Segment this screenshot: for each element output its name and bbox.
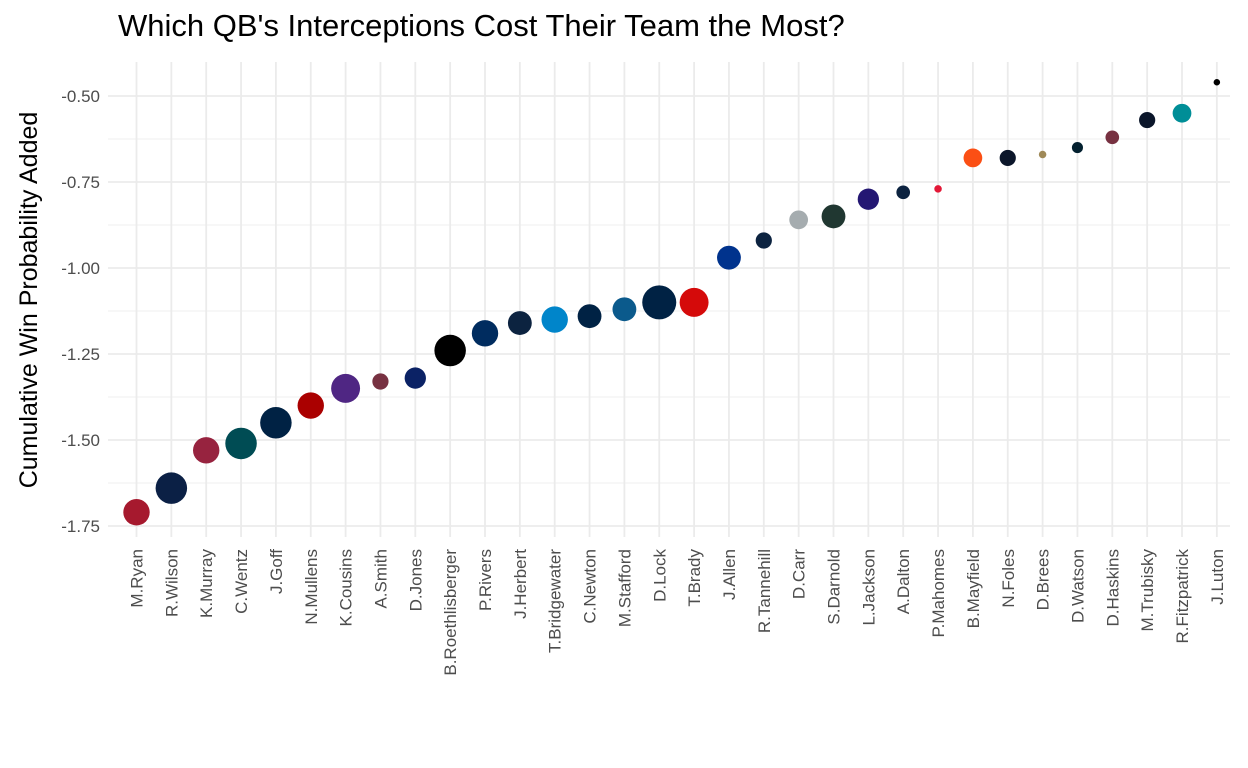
data-point (999, 149, 1016, 167)
x-tick-label: K.Cousins (337, 549, 356, 626)
x-tick-label: J.Herbert (511, 549, 530, 619)
x-tick-label: J.Luton (1208, 549, 1227, 605)
x-tick-label: T.Brady (685, 549, 704, 607)
x-tick-label: L.Jackson (859, 549, 878, 626)
x-tick-label: J.Allen (720, 549, 739, 600)
data-point (963, 148, 983, 168)
x-tick-label: D.Carr (790, 549, 809, 599)
x-tick-label: T.Bridgewater (546, 549, 565, 653)
x-tick-label: D.Lock (650, 549, 669, 602)
x-tick-labels: M.Ryan R.Wilson K.Murray C.Wentz J.Goff N.Mul… (128, 549, 1227, 676)
data-point (123, 499, 150, 526)
x-tick-label: P.Rivers (476, 549, 495, 611)
data-point (1213, 78, 1221, 86)
data-point (1071, 142, 1083, 154)
x-tick-label: M.Trubisky (1138, 549, 1157, 632)
data-point (331, 373, 361, 403)
x-tick-label: K.Murray (197, 549, 216, 618)
y-tick-label: -1.50 (61, 431, 100, 450)
x-tick-label: D.Haskins (1103, 549, 1122, 626)
data-point (260, 407, 292, 439)
y-tick-label: -0.50 (61, 87, 100, 106)
x-tick-label: D.Brees (1034, 549, 1053, 610)
x-tick-label: R.Tannehill (755, 549, 774, 633)
data-point (1172, 103, 1192, 123)
x-tick-label: D.Watson (1068, 549, 1087, 623)
data-point (577, 304, 602, 329)
x-tick-label: N.Foles (999, 549, 1018, 608)
y-tick-label: -1.00 (61, 259, 100, 278)
y-tick-label: -0.75 (61, 173, 100, 192)
x-tick-label: C.Newton (581, 549, 600, 624)
y-tick-label: -1.25 (61, 345, 100, 364)
x-tick-label: B.Roethlisberger (441, 549, 460, 676)
x-tick-label: M.Ryan (128, 549, 147, 608)
x-tick-label: S.Darnold (825, 549, 844, 625)
x-tick-label: M.Stafford (615, 549, 634, 627)
chart-title: Which QB's Interceptions Cost Their Team… (118, 8, 845, 43)
y-tick-labels: -1.75 -1.50 -1.25 -1.00 -0.75 -0.50 (61, 87, 100, 536)
x-tick-label: R.Wilson (162, 549, 181, 617)
grid-lines (108, 62, 1230, 537)
x-tick-label: A.Smith (371, 549, 390, 609)
x-tick-label: C.Wentz (232, 549, 251, 614)
data-point (934, 185, 942, 193)
data-point (821, 204, 846, 229)
data-point (297, 392, 324, 419)
data-point (679, 287, 709, 317)
data-point (642, 285, 677, 320)
data-point (404, 367, 426, 389)
data-point (372, 373, 389, 390)
data-point (471, 320, 499, 347)
data-point (612, 297, 637, 322)
data-point (896, 185, 911, 200)
y-tick-label: -1.75 (61, 517, 100, 536)
data-point (541, 306, 568, 333)
data-point (1038, 150, 1047, 159)
x-tick-label: J.Goff (267, 549, 286, 594)
data-point (789, 210, 809, 230)
data-points (123, 78, 1221, 526)
x-tick-label: R.Fitzpatrick (1173, 549, 1192, 644)
data-point (1105, 130, 1120, 145)
x-tick-label: N.Mullens (302, 549, 321, 625)
x-tick-label: A.Dalton (894, 549, 913, 614)
y-axis-title: Cumulative Win Probability Added (15, 112, 43, 489)
data-point (717, 245, 741, 270)
data-point (155, 472, 188, 504)
data-point (857, 188, 879, 210)
x-tick-label: P.Mahomes (929, 549, 948, 638)
data-point (507, 311, 532, 335)
x-tick-label: B.Mayfield (964, 549, 983, 628)
data-point (193, 437, 220, 464)
data-point (434, 334, 466, 367)
x-tick-label: D.Jones (406, 549, 425, 611)
data-point (225, 427, 257, 460)
data-point (755, 232, 772, 249)
data-point (1139, 111, 1156, 129)
